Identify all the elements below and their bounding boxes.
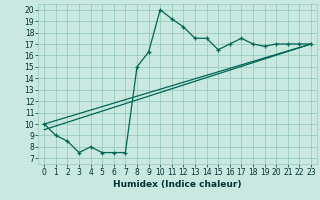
X-axis label: Humidex (Indice chaleur): Humidex (Indice chaleur) [113, 180, 242, 189]
